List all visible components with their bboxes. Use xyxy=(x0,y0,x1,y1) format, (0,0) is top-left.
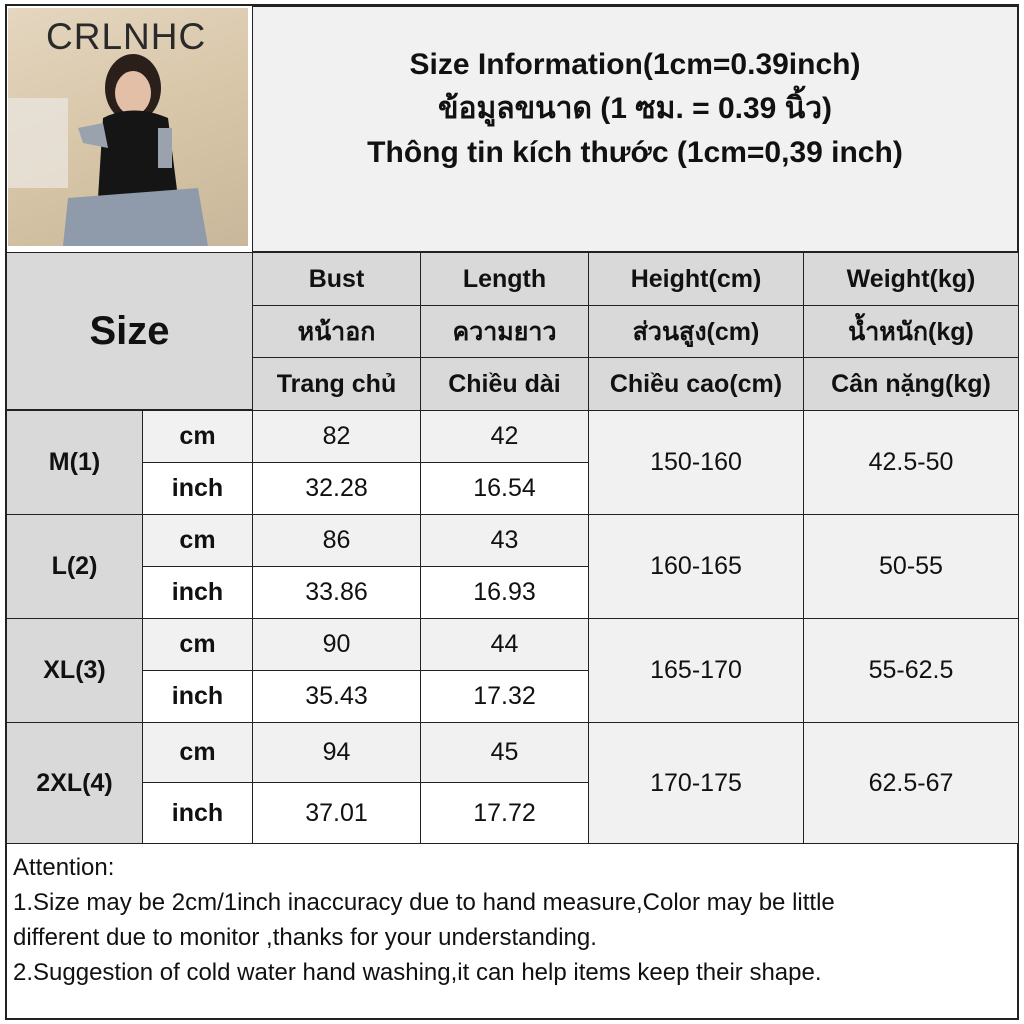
attention-line-1: 1.Size may be 2cm/1inch inaccuracy due t… xyxy=(13,889,835,916)
length-cm: 43 xyxy=(420,514,589,567)
column-header-th: หน้าอก xyxy=(252,305,421,358)
weight-range: 42.5-50 xyxy=(803,410,1019,515)
column-header-en: Bust xyxy=(252,252,421,306)
column-header-vi: Cân nặng(kg) xyxy=(803,357,1019,411)
bust-cm: 90 xyxy=(252,618,421,671)
title-thai: ข้อมูลขนาด (1 ซม. = 0.39 นิ้ว) xyxy=(437,92,833,125)
length-inch: 17.32 xyxy=(420,670,589,723)
size-label: L(2) xyxy=(6,514,143,619)
weight-range: 62.5-67 xyxy=(803,722,1019,844)
bust-cm: 94 xyxy=(252,722,421,783)
size-info-title: Size Information(1cm=0.39inch) ข้อมูลขนา… xyxy=(252,6,1018,252)
bust-cm: 82 xyxy=(252,410,421,463)
bust-cm: 86 xyxy=(252,514,421,567)
column-header-vi: Chiều cao(cm) xyxy=(588,357,804,411)
length-cm: 42 xyxy=(420,410,589,463)
height-range: 165-170 xyxy=(588,618,804,723)
column-header-en: Weight(kg) xyxy=(803,252,1019,306)
size-label: 2XL(4) xyxy=(6,722,143,844)
unit-cm: cm xyxy=(142,722,253,783)
unit-inch: inch xyxy=(142,566,253,619)
column-header-th: ส่วนสูง(cm) xyxy=(588,305,804,358)
weight-range: 50-55 xyxy=(803,514,1019,619)
title-english: Size Information(1cm=0.39inch) xyxy=(409,48,861,81)
title-vietnamese: Thông tin kích thước (1cm=0,39 inch) xyxy=(367,136,903,169)
attention-note: Attention: 1.Size may be 2cm/1inch inacc… xyxy=(6,843,1018,1019)
column-header-vi: Chiều dài xyxy=(420,357,589,411)
attention-line-2: different due to monitor ,thanks for you… xyxy=(13,924,597,951)
attention-heading: Attention: xyxy=(13,854,115,881)
unit-cm: cm xyxy=(142,410,253,463)
length-inch: 16.93 xyxy=(420,566,589,619)
weight-range: 55-62.5 xyxy=(803,618,1019,723)
height-range: 150-160 xyxy=(588,410,804,515)
length-cm: 44 xyxy=(420,618,589,671)
unit-cm: cm xyxy=(142,618,253,671)
bust-inch: 37.01 xyxy=(252,782,421,844)
column-header-th: ความยาว xyxy=(420,305,589,358)
size-label: M(1) xyxy=(6,410,143,515)
unit-inch: inch xyxy=(142,670,253,723)
column-header-th: น้ำหนัก(kg) xyxy=(803,305,1019,358)
length-cm: 45 xyxy=(420,722,589,783)
column-header-en: Height(cm) xyxy=(588,252,804,306)
product-photo: CRLNHC xyxy=(8,8,248,246)
size-label: XL(3) xyxy=(6,618,143,723)
unit-cm: cm xyxy=(142,514,253,567)
height-range: 170-175 xyxy=(588,722,804,844)
column-header-vi: Trang chủ xyxy=(252,357,421,411)
unit-inch: inch xyxy=(142,462,253,515)
attention-line-3: 2.Suggestion of cold water hand washing,… xyxy=(13,959,822,986)
height-range: 160-165 xyxy=(588,514,804,619)
size-header: Size xyxy=(6,252,253,410)
unit-inch: inch xyxy=(142,782,253,844)
column-header-en: Length xyxy=(420,252,589,306)
model-photo-illustration xyxy=(8,54,208,246)
bust-inch: 32.28 xyxy=(252,462,421,515)
brand-watermark: CRLNHC xyxy=(46,16,207,57)
bust-inch: 33.86 xyxy=(252,566,421,619)
length-inch: 17.72 xyxy=(420,782,589,844)
length-inch: 16.54 xyxy=(420,462,589,515)
bust-inch: 35.43 xyxy=(252,670,421,723)
